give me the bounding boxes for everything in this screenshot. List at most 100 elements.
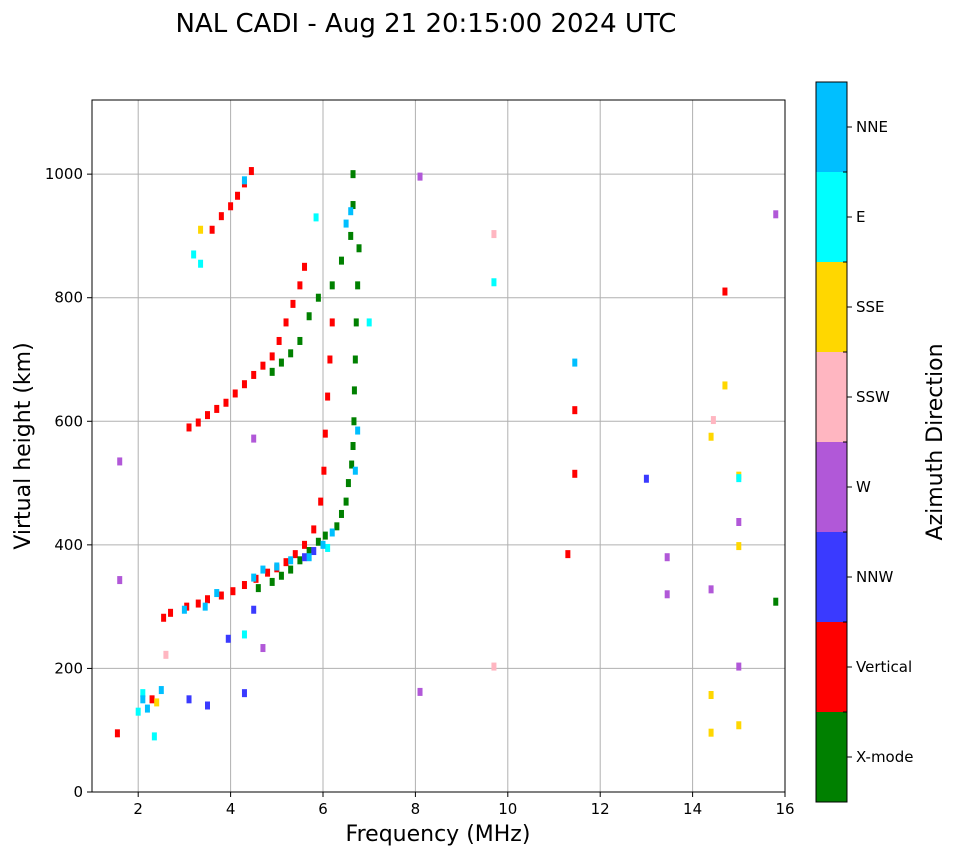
y-tick-label: 600 xyxy=(54,412,83,430)
data-point-vertical xyxy=(218,212,224,221)
data-point-nne xyxy=(348,207,354,216)
data-point-x-mode xyxy=(773,597,779,606)
data-point-nnw xyxy=(251,605,257,614)
y-axis-label: Virtual height (km) xyxy=(11,342,36,549)
x-tick-label: 10 xyxy=(498,800,517,818)
x-tick-label: 12 xyxy=(591,800,610,818)
data-point-vertical xyxy=(195,418,201,427)
data-point-vertical xyxy=(186,423,192,432)
data-point-e xyxy=(198,259,204,268)
data-point-e xyxy=(736,474,742,483)
data-point-w xyxy=(736,662,742,671)
data-point-x-mode xyxy=(351,386,357,395)
data-point-x-mode xyxy=(278,571,284,580)
data-point-vertical xyxy=(248,167,254,176)
data-point-sse xyxy=(198,225,204,234)
data-point-vertical xyxy=(572,469,578,478)
y-tick-label: 400 xyxy=(54,536,83,554)
y-tick-label: 800 xyxy=(54,289,83,307)
data-point-vertical xyxy=(161,613,167,622)
data-point-nnw xyxy=(205,701,210,710)
data-point-vertical xyxy=(290,299,296,308)
data-point-vertical xyxy=(195,599,201,608)
data-point-w xyxy=(773,210,779,219)
data-point-nne xyxy=(306,553,312,562)
data-point-x-mode xyxy=(297,556,303,565)
data-point-vertical xyxy=(276,336,282,345)
data-point-x-mode xyxy=(350,170,356,179)
y-tick-label: 0 xyxy=(73,783,83,801)
colorbar-tick-label: NNE xyxy=(856,118,888,136)
data-point-vertical xyxy=(241,581,247,590)
data-point-x-mode xyxy=(334,522,340,531)
x-tick-label: 2 xyxy=(133,800,143,818)
data-point-x-mode xyxy=(269,577,275,586)
data-point-vertical xyxy=(322,429,328,438)
data-point-x-mode xyxy=(348,231,354,240)
data-point-vertical xyxy=(329,318,335,327)
colorbar-segment xyxy=(816,262,847,352)
colorbar-segment xyxy=(816,622,847,712)
data-point-sse xyxy=(708,690,714,699)
x-tick-label: 14 xyxy=(683,800,702,818)
x-tick-label: 4 xyxy=(226,800,236,818)
data-point-nne xyxy=(140,695,146,704)
data-point-vertical xyxy=(325,392,331,401)
x-ticks: 2 4 6 8 10 12 14 16 xyxy=(133,792,795,818)
data-point-x-mode xyxy=(338,256,344,265)
data-point-x-mode xyxy=(297,336,303,345)
data-points xyxy=(114,167,779,741)
data-point-nnw xyxy=(643,474,649,483)
data-point-w xyxy=(117,457,123,466)
data-point-x-mode xyxy=(352,355,358,364)
data-point-x-mode xyxy=(329,281,335,290)
y-ticks: 0 200 400 600 800 1000 xyxy=(45,165,92,801)
data-point-ssw xyxy=(491,230,497,239)
colorbar-frame xyxy=(815,81,848,803)
data-point-sse xyxy=(722,381,728,390)
data-point-w xyxy=(417,172,423,181)
colorbar: X-mode Vertical NNW W SSW SSE E NNE xyxy=(815,81,913,803)
data-point-sse xyxy=(708,728,714,737)
data-point-e xyxy=(325,543,331,552)
data-point-vertical xyxy=(297,281,303,290)
data-point-x-mode xyxy=(306,312,312,321)
data-point-w xyxy=(117,576,123,585)
data-point-nne xyxy=(572,358,578,367)
data-point-nne xyxy=(274,562,280,571)
x-axis-label: Frequency (MHz) xyxy=(346,822,531,847)
colorbar-label: Azimuth Direction xyxy=(923,343,948,540)
data-point-nne xyxy=(260,565,266,574)
data-point-vertical xyxy=(283,558,289,567)
data-point-nne xyxy=(352,466,358,475)
data-point-vertical xyxy=(311,525,317,534)
data-point-vertical xyxy=(232,389,238,398)
data-point-x-mode xyxy=(355,281,361,290)
data-point-nne xyxy=(343,219,349,228)
colorbar-segment xyxy=(816,82,847,172)
data-point-nne xyxy=(320,540,326,549)
data-point-x-mode xyxy=(345,479,351,488)
data-point-ssw xyxy=(163,650,169,659)
data-point-nne xyxy=(202,602,208,611)
data-point-vertical xyxy=(283,318,289,327)
data-point-w xyxy=(251,434,257,443)
colorbar-segment xyxy=(816,442,847,532)
data-point-vertical xyxy=(230,587,236,596)
data-point-x-mode xyxy=(350,201,356,210)
data-point-vertical xyxy=(205,411,210,420)
data-point-ssw xyxy=(491,662,497,671)
y-tick-label: 1000 xyxy=(45,165,83,183)
data-point-x-mode xyxy=(351,417,357,426)
data-point-x-mode xyxy=(338,509,344,518)
data-point-vertical xyxy=(722,287,728,296)
colorbar-segment xyxy=(816,172,847,262)
data-point-nnw xyxy=(186,695,192,704)
x-tick-label: 6 xyxy=(318,800,328,818)
data-point-w xyxy=(708,585,714,594)
data-point-vertical xyxy=(223,398,229,407)
data-point-nne xyxy=(144,704,150,713)
data-point-vertical xyxy=(260,361,266,370)
data-point-sse xyxy=(708,432,714,441)
